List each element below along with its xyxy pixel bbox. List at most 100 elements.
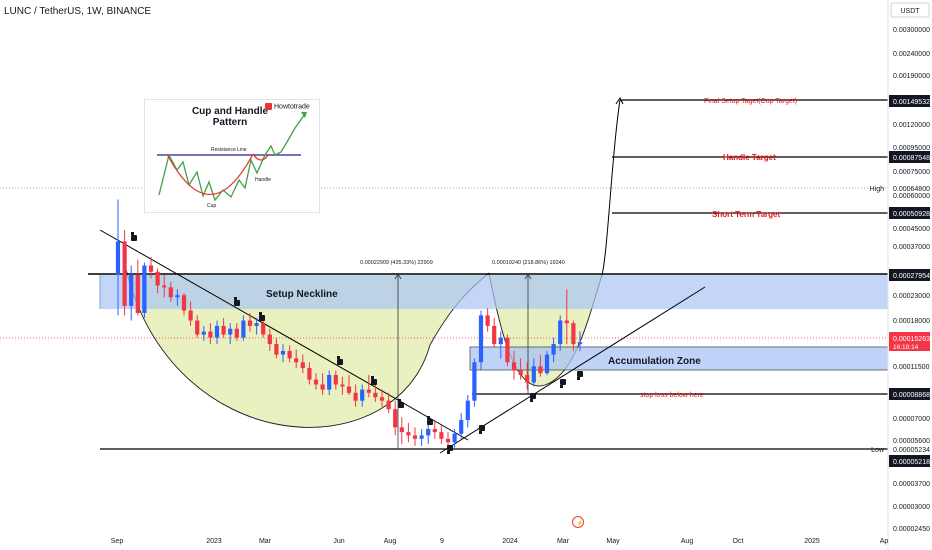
candle-2: [129, 265, 134, 321]
y-tick-label: 0.00002450: [893, 526, 930, 533]
candle-43: [399, 417, 404, 445]
candle-body: [148, 265, 154, 272]
thumb-down-icon: [447, 445, 453, 454]
candle-47: [426, 422, 431, 445]
measure-2-label: 0.00019240 (218.86%) 19240: [492, 260, 565, 266]
candle-body: [525, 374, 530, 383]
thumb-up-icon: [234, 297, 240, 306]
candle-body: [373, 392, 378, 398]
price-label-text: 0.00027954: [893, 273, 930, 280]
candle-body: [452, 433, 457, 443]
x-tick-label: Sep: [111, 538, 124, 545]
candle-body: [340, 384, 345, 387]
candle-5: [148, 256, 154, 279]
candle-body: [162, 285, 167, 288]
candle-35: [346, 374, 352, 395]
candle-44: [406, 422, 411, 443]
brand-logo-icon: [265, 103, 272, 110]
candle-23: [267, 328, 272, 351]
candle-27: [294, 349, 299, 368]
x-tick-label: Mar: [557, 538, 570, 545]
candle-15: [214, 320, 220, 345]
candle-63: [531, 358, 536, 387]
candle-29: [307, 362, 312, 385]
candle-body: [445, 438, 451, 443]
thumb-up-icon: [259, 312, 265, 321]
candle-body: [393, 409, 398, 428]
candle-body: [577, 342, 583, 345]
candle-body: [333, 374, 338, 385]
candle-body: [300, 362, 305, 368]
candle-body: [485, 315, 490, 326]
x-tick-label: 2024: [502, 538, 518, 545]
candle-54: [472, 358, 477, 407]
candle-61: [518, 358, 523, 380]
candle-59: [505, 334, 510, 367]
currency-button-label: USDT: [900, 8, 920, 15]
candle-body: [571, 323, 576, 345]
price-axis: USDT0.003000000.002400000.001900000.0015…: [870, 0, 932, 550]
y-tick-label: 0.00007000: [893, 416, 930, 423]
inset-diagram: [157, 112, 307, 202]
x-tick-label: 2025: [804, 538, 820, 545]
candle-46: [419, 428, 424, 446]
candle-body: [511, 362, 517, 371]
candle-body: [346, 386, 352, 393]
price-label-0.00005218: 0.00005218: [889, 455, 930, 467]
candles: [115, 199, 583, 450]
measure-arrow-2-head: [524, 273, 532, 280]
currency-button[interactable]: [890, 2, 930, 18]
time-axis: Sep 2023 Mar Jun Aug 9 2024 Mar May Aug Oct 2025 Ap: [111, 538, 889, 545]
y-tick-label: 0.00011500: [893, 364, 930, 371]
y-tick-label: 0.00075000: [893, 169, 930, 176]
candle-68: [564, 289, 569, 345]
y-tick-label: 0.00037000: [893, 244, 930, 251]
x-tick-label: May: [606, 538, 620, 545]
candle-body: [439, 432, 444, 439]
candle-body: [558, 320, 563, 345]
candle-12: [195, 315, 200, 338]
price-tag-text: High: [870, 186, 885, 193]
candle-body: [214, 325, 220, 338]
candle-body: [155, 271, 160, 286]
candle-body: [379, 397, 385, 401]
descending-trendline: [99, 229, 469, 441]
candle-body: [544, 354, 550, 374]
candle-body: [505, 337, 510, 363]
candle-body: [175, 295, 180, 298]
candle-10: [181, 293, 187, 316]
x-tick-label: Aug: [681, 538, 694, 545]
candle-34: [340, 376, 345, 395]
candle-body: [247, 320, 253, 326]
candle-60: [511, 350, 517, 380]
thumb-down-icon: [560, 379, 566, 388]
candle-body: [551, 344, 556, 355]
candle-26: [287, 345, 292, 363]
candle-41: [386, 392, 391, 414]
x-tick-label: Jun: [333, 538, 344, 545]
candle-67: [558, 315, 563, 351]
candle-52: [459, 413, 464, 439]
price-label-text: 0.00015263: [893, 336, 930, 343]
candle-body: [472, 362, 477, 401]
candle-18: [234, 323, 239, 341]
stop-loss-label: stop loss below here: [640, 392, 704, 399]
candle-17: [228, 323, 233, 345]
candle-body: [386, 400, 391, 410]
candle-body: [234, 328, 239, 338]
candle-body: [406, 432, 411, 436]
candle-body: [412, 435, 418, 439]
brand-label: Howtotrade: [274, 103, 310, 111]
candle-16: [221, 317, 226, 338]
price-label-0.00087548: 0.00087548: [889, 151, 930, 163]
symbol-title: LUNC / TetherUS, 1W, BINANCE: [4, 6, 152, 17]
y-tick-label: 0.00190000: [893, 73, 930, 80]
candle-body: [122, 241, 127, 306]
candle-14: [208, 323, 213, 345]
candle-39: [373, 384, 378, 402]
candle-64: [538, 354, 543, 377]
price-label-text: 0.00005234: [893, 447, 930, 454]
candle-7: [162, 275, 167, 298]
candle-body: [492, 325, 497, 345]
